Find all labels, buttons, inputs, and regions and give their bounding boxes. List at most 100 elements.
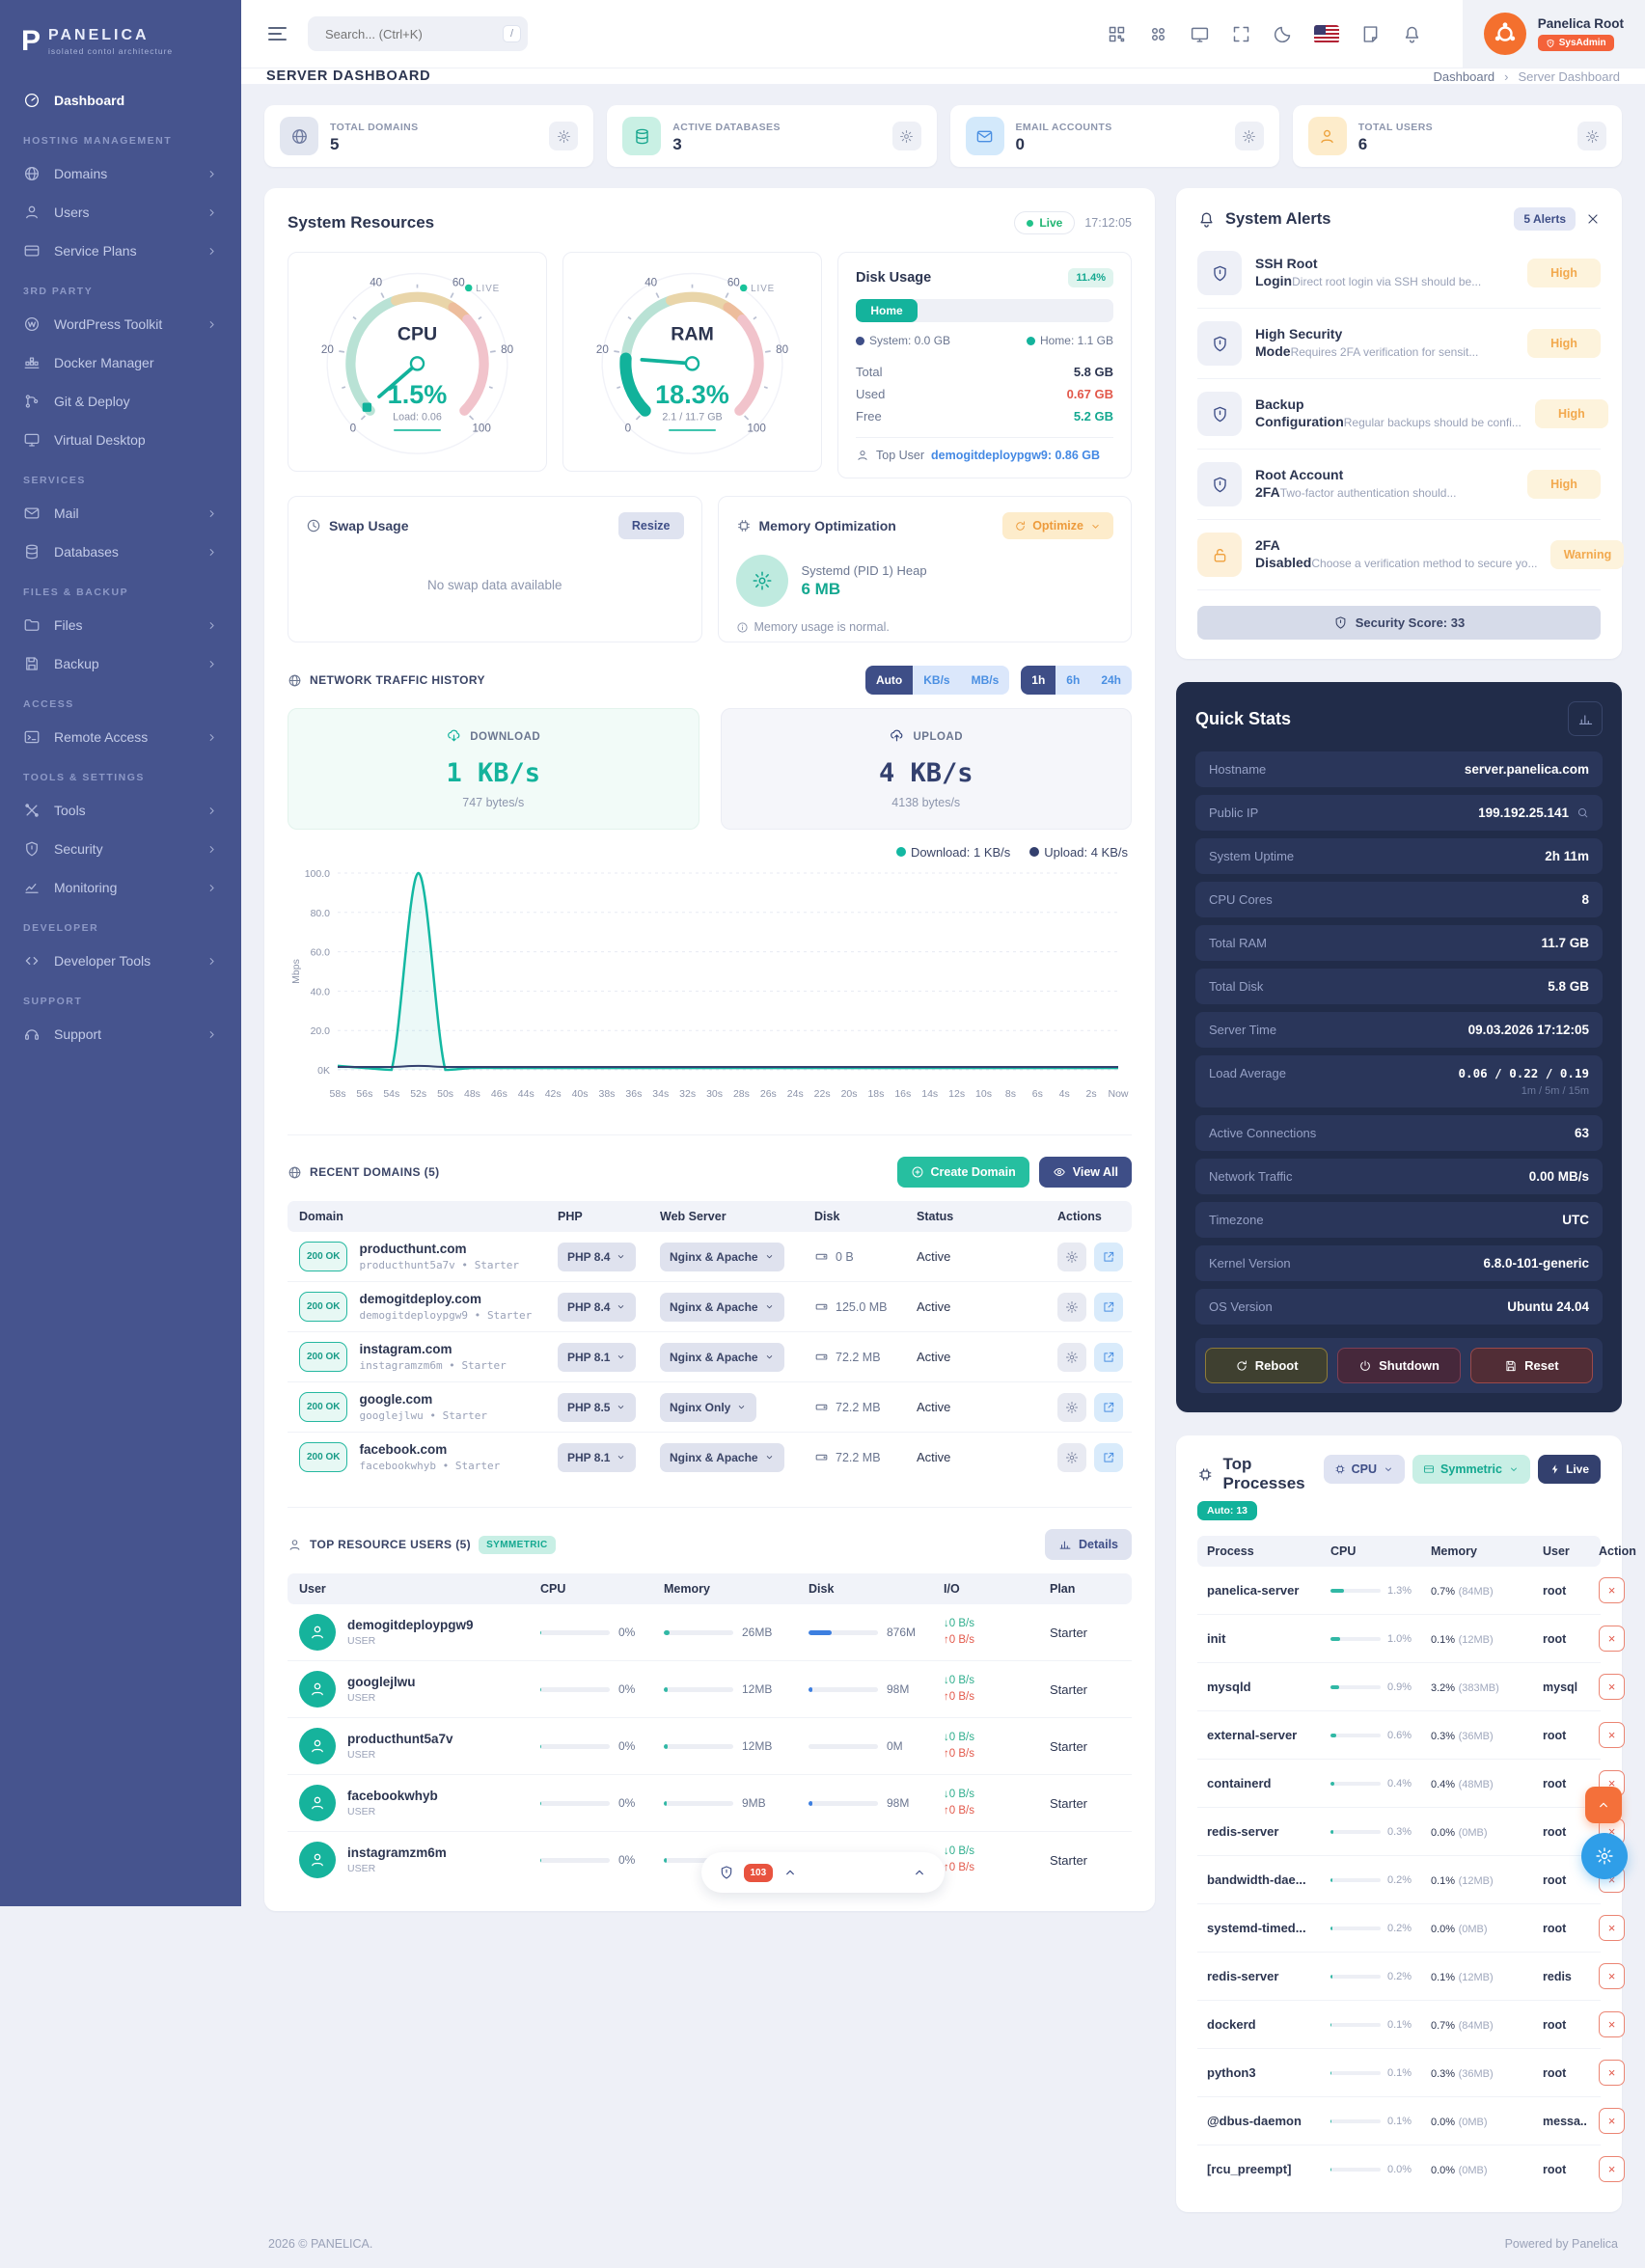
range-button[interactable]: 1h — [1021, 666, 1056, 695]
language-flag-icon[interactable] — [1313, 24, 1339, 43]
webserver-select[interactable]: Nginx & Apache — [660, 1342, 784, 1372]
domain-settings-button[interactable] — [1057, 1242, 1086, 1271]
php-version-select[interactable]: PHP 8.4 — [558, 1242, 637, 1271]
sidebar-item[interactable]: Developer Tools — [0, 942, 241, 980]
chevron-up-icon[interactable] — [782, 1865, 798, 1880]
domain-settings-button[interactable] — [1057, 1392, 1086, 1422]
domain-open-button[interactable] — [1094, 1242, 1123, 1271]
domain-open-button[interactable] — [1094, 1292, 1123, 1322]
power-action-button[interactable]: Reset — [1469, 1348, 1593, 1383]
monitor-icon[interactable] — [1190, 24, 1210, 44]
sidebar-item[interactable]: Mail — [0, 494, 241, 533]
list-item[interactable]: SSH Root LoginDirect root login via SSH … — [1197, 238, 1601, 309]
domain-open-button[interactable] — [1094, 1442, 1123, 1472]
sidebar-item[interactable]: Users — [0, 193, 241, 232]
stat-card-settings-button[interactable] — [891, 122, 921, 150]
domain-name[interactable]: producthunt.com — [359, 1242, 467, 1256]
sidebar-item[interactable]: WordPress Toolkit — [0, 305, 241, 343]
disk-top-user-link[interactable]: demogitdeploypgw9: 0.86 GB — [931, 449, 1101, 462]
webserver-select[interactable]: Nginx & Apache — [660, 1442, 784, 1472]
domain-name[interactable]: facebook.com — [359, 1442, 448, 1457]
security-widget[interactable]: 103 — [700, 1852, 945, 1893]
power-action-button[interactable]: Reboot — [1205, 1348, 1329, 1383]
search-input[interactable] — [325, 26, 495, 41]
webserver-select[interactable]: Nginx & Apache — [660, 1292, 784, 1322]
php-version-select[interactable]: PHP 8.4 — [558, 1292, 637, 1322]
domain-name[interactable]: instagram.com — [359, 1342, 452, 1356]
details-button[interactable]: Details — [1045, 1529, 1132, 1560]
unit-button[interactable]: MB/s — [960, 666, 1010, 695]
sidebar-item[interactable]: Git & Deploy — [0, 382, 241, 421]
process-mode-select[interactable]: Symmetric — [1412, 1455, 1530, 1484]
kill-process-button[interactable]: × — [1599, 2060, 1625, 2086]
php-version-select[interactable]: PHP 8.1 — [558, 1442, 637, 1472]
dark-mode-icon[interactable] — [1273, 24, 1293, 44]
create-domain-button[interactable]: Create Domain — [896, 1157, 1029, 1188]
resource-user-name[interactable]: producthunt5a7v — [347, 1732, 453, 1746]
php-version-select[interactable]: PHP 8.5 — [558, 1392, 637, 1422]
webserver-select[interactable]: Nginx Only — [660, 1392, 757, 1422]
notifications-bell-icon[interactable] — [1402, 24, 1422, 44]
menu-toggle-button[interactable] — [264, 23, 290, 44]
domain-settings-button[interactable] — [1057, 1442, 1086, 1472]
kill-process-button[interactable]: × — [1599, 2108, 1625, 2134]
sidebar-item[interactable]: Tools — [0, 791, 241, 830]
stat-card-settings-button[interactable] — [549, 122, 579, 150]
sidebar-item[interactable]: Dashboard — [0, 81, 241, 120]
resource-user-name[interactable]: facebookwhyb — [347, 1789, 438, 1803]
domain-name[interactable]: demogitdeploy.com — [359, 1292, 481, 1306]
sidebar-item[interactable]: Files — [0, 606, 241, 644]
kill-process-button[interactable]: × — [1599, 1577, 1625, 1603]
list-item[interactable]: 2FA DisabledChoose a verification method… — [1197, 520, 1625, 590]
sidebar-item[interactable]: Remote Access — [0, 718, 241, 756]
resource-user-name[interactable]: demogitdeploypgw9 — [347, 1618, 474, 1632]
domain-open-button[interactable] — [1094, 1342, 1123, 1372]
power-action-button[interactable]: Shutdown — [1337, 1348, 1461, 1383]
sidebar-item[interactable]: Monitoring — [0, 868, 241, 907]
app-grid-icon[interactable] — [1148, 24, 1168, 44]
scroll-top-button[interactable] — [1585, 1787, 1622, 1823]
sidebar-item[interactable]: Docker Manager — [0, 343, 241, 382]
domain-name[interactable]: google.com — [359, 1392, 433, 1407]
close-icon[interactable] — [1585, 211, 1601, 227]
notes-icon[interactable] — [1360, 24, 1381, 44]
kill-process-button[interactable]: × — [1599, 2011, 1625, 2037]
list-item[interactable]: Backup ConfigurationRegular backups shou… — [1197, 379, 1608, 450]
view-all-button[interactable]: View All — [1038, 1157, 1132, 1188]
domain-settings-button[interactable] — [1057, 1342, 1086, 1372]
range-button[interactable]: 6h — [1056, 666, 1091, 695]
unit-button[interactable]: Auto — [864, 666, 914, 695]
brand-logo[interactable]: P PANELICA isolated contol architecture — [0, 17, 241, 81]
kill-process-button[interactable]: × — [1599, 1722, 1625, 1748]
stat-card-settings-button[interactable] — [1577, 122, 1606, 150]
sidebar-item[interactable]: Virtual Desktop — [0, 421, 241, 459]
sidebar-item[interactable]: Domains — [0, 154, 241, 193]
resource-user-name[interactable]: instagramzm6m — [347, 1845, 447, 1860]
chevron-up-icon[interactable] — [912, 1865, 927, 1880]
qr-code-icon[interactable] — [1107, 24, 1127, 44]
domain-open-button[interactable] — [1094, 1392, 1123, 1422]
sidebar-item[interactable]: Service Plans — [0, 232, 241, 270]
sidebar-item[interactable]: Backup — [0, 644, 241, 683]
list-item[interactable]: Root Account 2FATwo-factor authenticatio… — [1197, 450, 1601, 520]
fullscreen-icon[interactable] — [1231, 24, 1251, 44]
kill-process-button[interactable]: × — [1599, 1963, 1625, 1989]
kill-process-button[interactable]: × — [1599, 2156, 1625, 2182]
sidebar-item[interactable]: Databases — [0, 533, 241, 571]
domain-settings-button[interactable] — [1057, 1292, 1086, 1322]
kill-process-button[interactable]: × — [1599, 1915, 1625, 1941]
range-button[interactable]: 24h — [1090, 666, 1132, 695]
breadcrumb-parent[interactable]: Dashboard — [1433, 68, 1495, 84]
sidebar-item[interactable]: Support — [0, 1015, 241, 1053]
swap-resize-button[interactable]: Resize — [617, 512, 684, 539]
sidebar-item[interactable]: Security — [0, 830, 241, 868]
kill-process-button[interactable]: × — [1599, 1674, 1625, 1700]
stat-card-settings-button[interactable] — [1234, 122, 1264, 150]
settings-fab-button[interactable] — [1581, 1833, 1628, 1879]
unit-button[interactable]: KB/s — [913, 666, 961, 695]
process-sort-select[interactable]: CPU — [1323, 1455, 1406, 1484]
kill-process-button[interactable]: × — [1599, 1626, 1625, 1652]
webserver-select[interactable]: Nginx & Apache — [660, 1242, 784, 1271]
user-menu[interactable]: Panelica Root SysAdmin — [1462, 0, 1645, 68]
php-version-select[interactable]: PHP 8.1 — [558, 1342, 637, 1372]
